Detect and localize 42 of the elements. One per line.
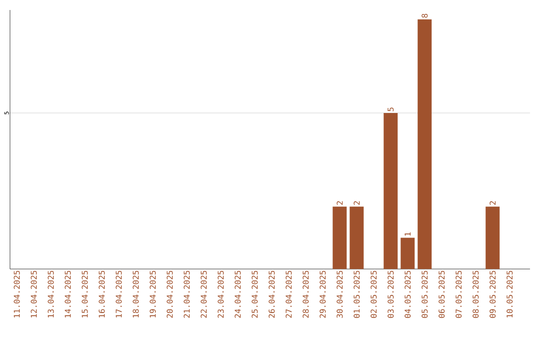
x-tick-label: 17.04.2025: [116, 270, 122, 318]
x-tick-label: 28.04.2025: [302, 270, 309, 318]
bar: [350, 206, 364, 269]
x-tick-label: 13.04.2025: [48, 270, 54, 318]
x-tick-label: 07.05.2025: [456, 270, 462, 318]
x-tick-label: 11.04.2025: [14, 270, 20, 318]
bar: [418, 19, 432, 269]
x-tick-label: 21.04.2025: [184, 270, 190, 318]
x-tick-label: 09.05.2025: [490, 270, 496, 318]
bar: [384, 112, 398, 269]
x-tick-label: 29.04.2025: [320, 270, 326, 318]
x-tick-label: 03.05.2025: [388, 270, 394, 318]
x-tick-label: 12.04.2025: [30, 270, 37, 318]
x-tick-label: 23.04.2025: [218, 270, 224, 318]
x-tick-label: 19.04.2025: [150, 270, 156, 318]
bar: [332, 206, 347, 269]
x-tick-label: 20.04.2025: [166, 270, 173, 318]
data-label: 5: [388, 108, 394, 112]
x-tick-label: 30.04.2025: [336, 270, 343, 318]
x-tick-label: 22.04.2025: [200, 270, 207, 318]
data-label: 2: [490, 201, 496, 205]
x-tick-label: 16.04.2025: [98, 270, 105, 318]
data-label: 1: [404, 232, 411, 236]
x-tick-label: 18.04.2025: [132, 270, 139, 318]
x-tick-label: 04.05.2025: [404, 270, 411, 318]
x-tick-label: 14.04.2025: [64, 270, 71, 318]
bar: [400, 238, 415, 269]
x-tick-label: 01.05.2025: [354, 270, 360, 318]
bar: [486, 206, 500, 269]
x-tick-label: 25.04.2025: [252, 270, 258, 318]
x-tick-label: 10.05.2025: [506, 270, 513, 318]
data-label: 2: [354, 201, 360, 205]
x-tick-label: 08.05.2025: [472, 270, 479, 318]
data-label: 2: [336, 201, 343, 205]
x-tick-label: 06.05.2025: [438, 270, 445, 318]
x-tick-label: 05.05.2025: [422, 270, 428, 318]
x-tick-label: 24.04.2025: [234, 270, 241, 318]
data-label: 8: [422, 14, 428, 18]
x-tick-label: 15.04.2025: [82, 270, 88, 318]
x-tick-label: 27.04.2025: [286, 270, 292, 318]
x-tick-label: 26.04.2025: [268, 270, 275, 318]
x-tick-label: 02.05.2025: [370, 270, 377, 318]
